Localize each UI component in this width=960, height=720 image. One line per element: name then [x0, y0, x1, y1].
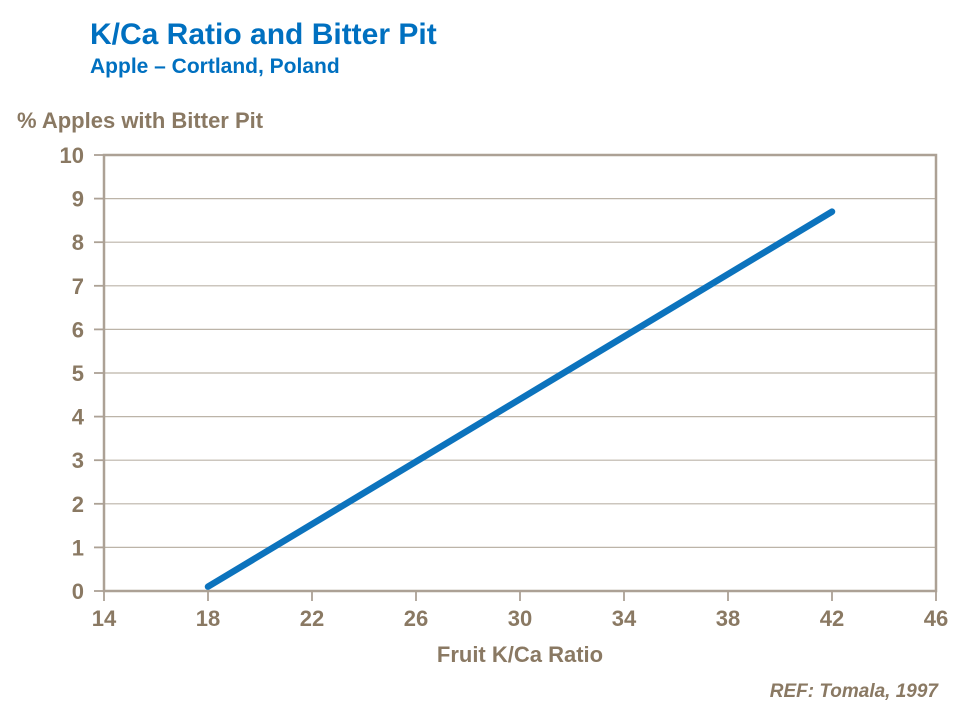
- page-subtitle: Apple – Cortland, Poland: [90, 55, 340, 78]
- y-axis-title: % Apples with Bitter Pit: [17, 108, 264, 133]
- x-tick-label: 30: [508, 606, 532, 631]
- y-tick-label: 3: [72, 448, 84, 473]
- x-tick-label: 46: [924, 606, 948, 631]
- y-tick-label: 6: [72, 317, 84, 342]
- y-tick-label: 8: [72, 230, 84, 255]
- x-tick-label: 38: [716, 606, 740, 631]
- x-tick-label: 22: [300, 606, 324, 631]
- x-tick-label: 42: [820, 606, 844, 631]
- x-tick-label: 34: [612, 606, 637, 631]
- x-tick-label: 14: [92, 606, 117, 631]
- page-title: K/Ca Ratio and Bitter Pit: [90, 18, 437, 51]
- y-tick-label: 10: [60, 143, 84, 168]
- x-axis-title: Fruit K/Ca Ratio: [436, 642, 604, 667]
- y-tick-label: 1: [72, 535, 84, 560]
- y-tick-label: 5: [72, 361, 84, 386]
- x-tick-label: 26: [404, 606, 428, 631]
- x-tick-label: 18: [196, 606, 220, 631]
- y-tick-label: 2: [72, 492, 84, 517]
- data-line: [204, 208, 836, 590]
- y-tick-label: 0: [72, 579, 84, 604]
- y-tick-label: 7: [72, 274, 84, 299]
- reference-note: REF: Tomala, 1997: [769, 681, 938, 702]
- y-tick-label: 4: [72, 405, 85, 430]
- y-tick-label: 9: [72, 187, 84, 212]
